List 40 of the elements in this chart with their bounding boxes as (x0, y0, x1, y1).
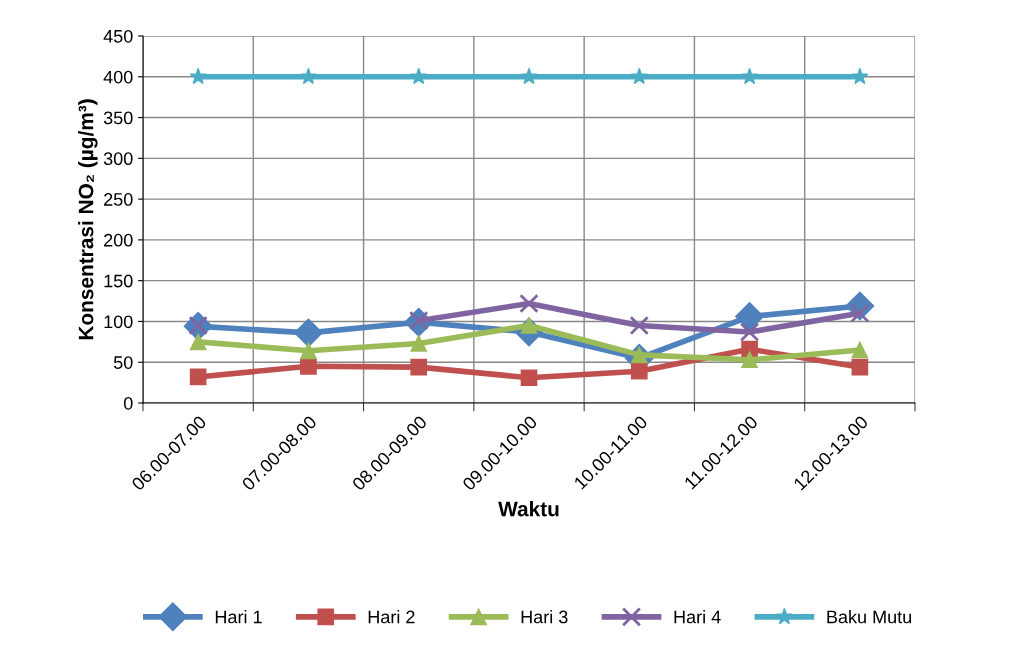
point (410, 358, 428, 376)
point (293, 318, 323, 348)
point (520, 369, 538, 387)
point (630, 67, 648, 85)
y-tick-label: 200 (104, 233, 133, 247)
legend-label: Hari 1 (215, 610, 262, 624)
point (630, 362, 648, 380)
point (851, 341, 869, 359)
point (520, 67, 538, 85)
point (739, 322, 760, 342)
point (299, 67, 318, 85)
point (741, 351, 758, 369)
y-tick-label: 400 (103, 70, 133, 84)
y-tick-label: 50 (113, 356, 133, 369)
y-axis-title: Konsentrasi NO₂ (µg/m³) (78, 99, 98, 340)
point (189, 368, 207, 386)
y-tick-label: 350 (103, 111, 133, 125)
y-tick-label: 150 (104, 274, 133, 288)
point (629, 315, 650, 336)
legend-label: Hari 2 (368, 610, 415, 624)
point (300, 357, 317, 375)
point (851, 358, 869, 376)
point (189, 333, 207, 351)
y-tick-label: 100 (104, 315, 133, 329)
point (740, 67, 759, 85)
point (735, 302, 765, 331)
legend-label: Hari 3 (521, 610, 568, 624)
point (851, 67, 869, 85)
y-tick-label: 450 (103, 29, 133, 43)
x-axis-title: Waktu (498, 501, 559, 517)
point (410, 335, 428, 352)
point (300, 342, 317, 360)
point (519, 293, 539, 314)
y-tick-label: 300 (103, 152, 133, 166)
y-tick-label: 0 (123, 396, 133, 410)
y-tick-label: 250 (104, 193, 133, 206)
legend-label: Baku Mutu (827, 610, 912, 624)
point (410, 67, 428, 85)
legend-label: Hari 4 (674, 610, 721, 624)
point (189, 67, 207, 85)
